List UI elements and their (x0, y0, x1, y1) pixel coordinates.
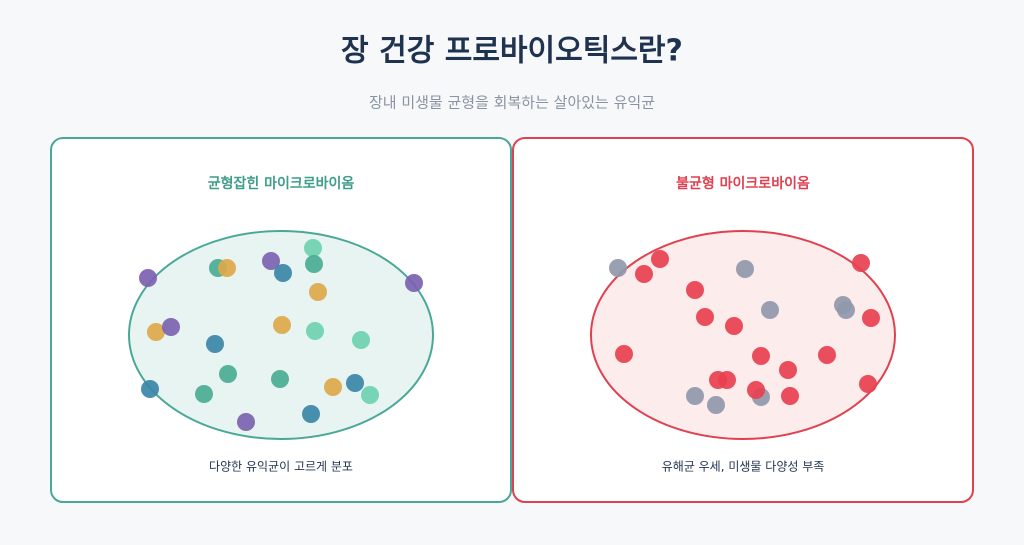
microbe-dot (195, 385, 213, 403)
microbe-dot (781, 387, 799, 405)
microbe-dot (718, 371, 736, 389)
microbe-dot (635, 265, 653, 283)
microbe-dot (346, 374, 364, 392)
microbe-dot (852, 254, 870, 272)
microbe-dot (206, 335, 224, 353)
microbe-dot (818, 346, 836, 364)
microbe-dot (271, 370, 289, 388)
microbe-dot (147, 323, 165, 341)
title: 장 건강 프로바이오틱스란? (341, 34, 683, 69)
microbes (139, 239, 880, 431)
panel-caption: 유해균 우세, 미생물 다양성 부족 (662, 460, 825, 474)
microbe-dot (651, 250, 669, 268)
microbe-dot (736, 260, 754, 278)
subtitle: 장내 미생물 균형을 회복하는 살아있는 유익균 (369, 94, 655, 112)
microbe-dot (162, 318, 180, 336)
panel-title: 불균형 마이크로바이옴 (676, 175, 810, 192)
microbe-dot (686, 281, 704, 299)
microbe-dot (615, 345, 633, 363)
microbe-dot (324, 378, 342, 396)
microbe-dot (361, 386, 379, 404)
microbe-dot (609, 259, 627, 277)
microbe-dot (859, 375, 877, 393)
microbe-dot (273, 316, 291, 334)
gut-ellipse (590, 230, 896, 440)
microbe-dot (761, 301, 779, 319)
microbe-dot (352, 331, 370, 349)
microbe-dot (707, 396, 725, 414)
microbe-dot (141, 380, 159, 398)
microbe-dot (262, 252, 280, 270)
microbe-dot (304, 239, 322, 257)
microbe-dot (219, 365, 237, 383)
microbe-dot (837, 301, 855, 319)
microbe-dot (405, 274, 423, 292)
microbe-dot (752, 347, 770, 365)
microbe-dot (302, 405, 320, 423)
microbe-dot (779, 361, 797, 379)
microbe-dot (309, 283, 327, 301)
microbe-dot (306, 322, 324, 340)
microbe-dot (218, 259, 236, 277)
microbe-dot (237, 413, 255, 431)
microbe-dot (686, 387, 704, 405)
microbe-dot (696, 308, 714, 326)
panel-title: 균형잡힌 마이크로바이옴 (208, 175, 355, 192)
microbe-dot (725, 317, 743, 335)
microbe-dot (747, 381, 765, 399)
microbe-dot (862, 309, 880, 327)
panel-caption: 다양한 유익균이 고르게 분포 (209, 460, 353, 474)
microbe-dot (274, 264, 292, 282)
microbe-dot (139, 269, 157, 287)
microbe-dot (305, 255, 323, 273)
